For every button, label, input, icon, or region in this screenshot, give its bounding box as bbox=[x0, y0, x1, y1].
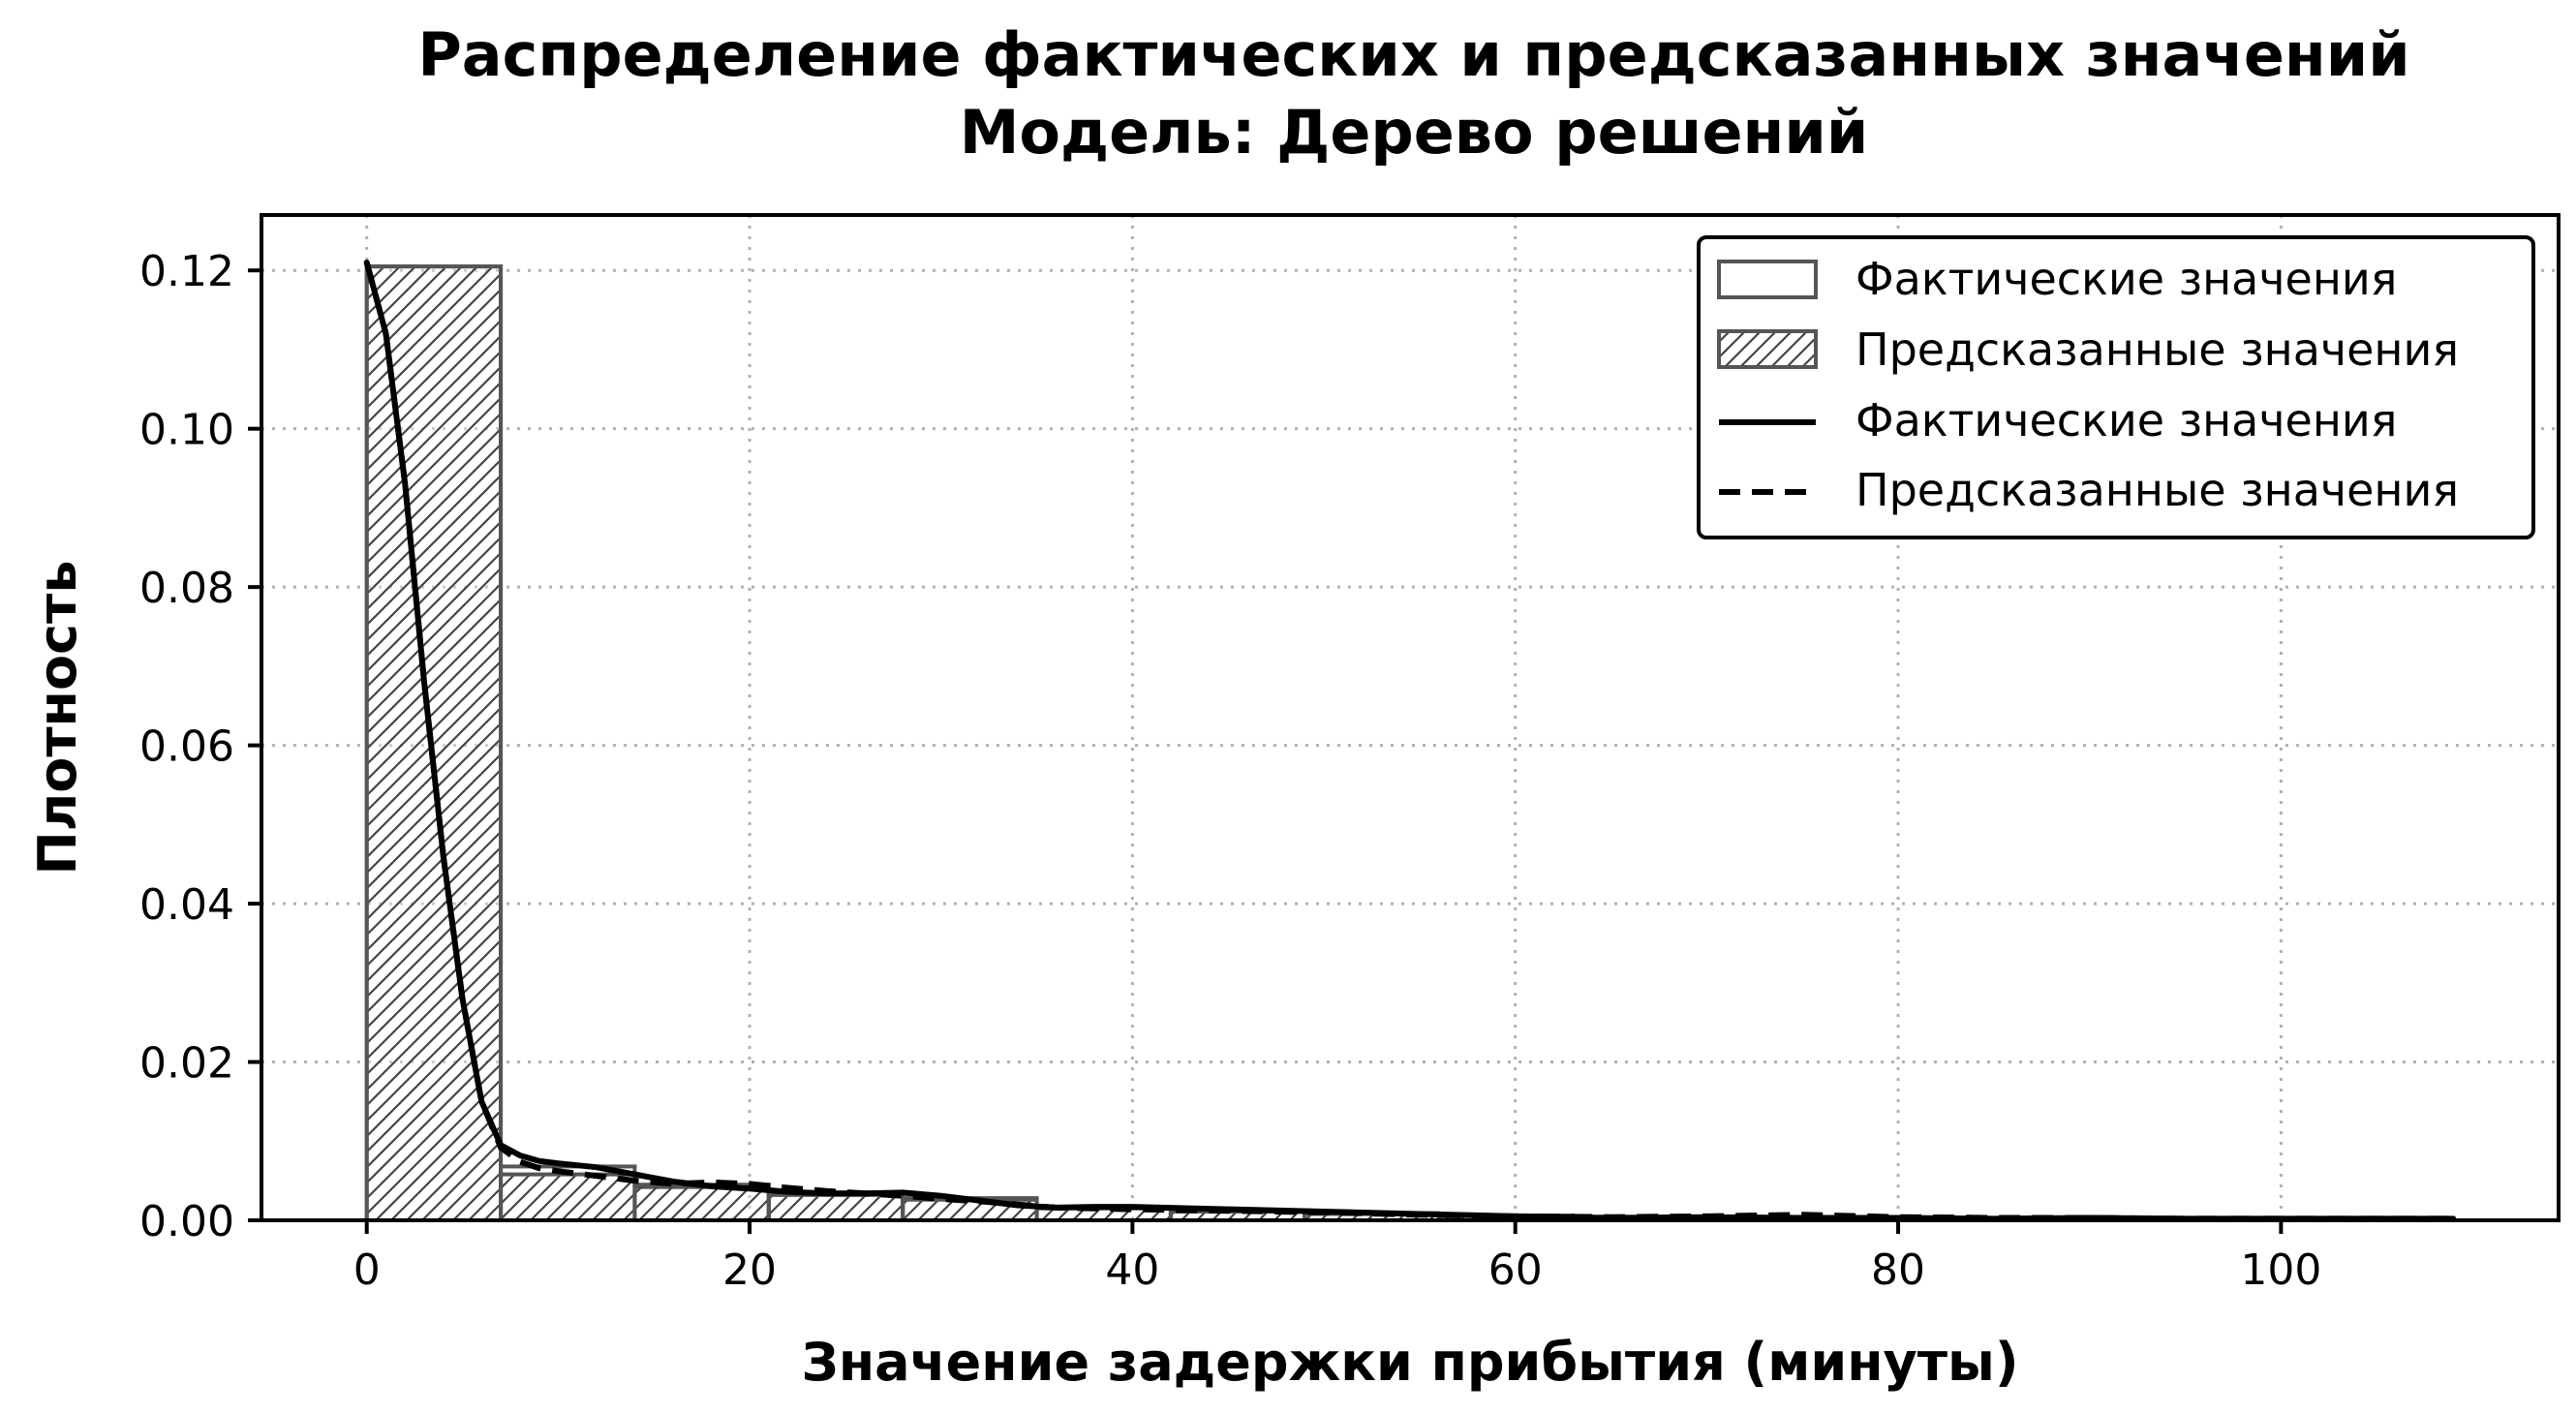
legend-label-predicted-kde: Предсказанные значения bbox=[1855, 464, 2459, 516]
y-tick-label-0: 0.00 bbox=[139, 1197, 234, 1246]
y-tick-label-4: 0.08 bbox=[139, 564, 234, 613]
legend-frame bbox=[1697, 235, 2535, 539]
legend-label-actual-kde: Фактические значения bbox=[1855, 394, 2397, 446]
x-tick-label-1: 20 bbox=[722, 1245, 777, 1295]
y-tick-label-2: 0.04 bbox=[139, 880, 234, 930]
legend-swatch-predicted-hist bbox=[1717, 329, 1818, 369]
predicted-hist-bar-0 bbox=[364, 264, 504, 1220]
predicted-hist-bar-3 bbox=[766, 1192, 905, 1220]
legend-label-actual-hist: Фактические значения bbox=[1855, 253, 2397, 305]
histogram-bars bbox=[364, 264, 2379, 1220]
y-axis-label: Плотность bbox=[27, 560, 88, 875]
legend-swatch-actual-hist bbox=[1717, 260, 1818, 299]
x-axis-ticks: 0 20 40 60 80 100 bbox=[353, 1220, 2321, 1295]
x-tick-label-3: 60 bbox=[1488, 1245, 1543, 1295]
legend: Фактические значения Предсказанные значе… bbox=[1697, 235, 2535, 539]
x-tick-label-0: 0 bbox=[353, 1245, 381, 1295]
legend-label-predicted-hist: Предсказанные значения bbox=[1855, 323, 2459, 376]
y-tick-label-5: 0.10 bbox=[139, 406, 234, 455]
x-tick-label-4: 80 bbox=[1871, 1245, 1925, 1295]
kde-curves bbox=[363, 260, 2457, 1220]
chart-subtitle: Модель: Дерево решений bbox=[960, 97, 1869, 168]
x-tick-label-5: 100 bbox=[2240, 1245, 2321, 1295]
predicted-hist-bar-1 bbox=[499, 1172, 637, 1220]
plot-frame bbox=[260, 213, 2561, 1222]
chart-title: Распределение фактических и предсказанны… bbox=[417, 19, 2409, 90]
y-tick-label-1: 0.02 bbox=[139, 1039, 234, 1089]
y-tick-label-6: 0.12 bbox=[139, 247, 234, 296]
predicted-kde-line bbox=[363, 261, 2454, 1220]
x-tick-label-2: 40 bbox=[1105, 1245, 1159, 1295]
x-axis-label: Значение задержки прибытия (минуты) bbox=[801, 1332, 2018, 1393]
y-axis-ticks: 0.00 0.02 0.04 0.06 0.08 0.10 0.12 bbox=[139, 247, 261, 1246]
y-tick-label-3: 0.06 bbox=[139, 722, 234, 772]
